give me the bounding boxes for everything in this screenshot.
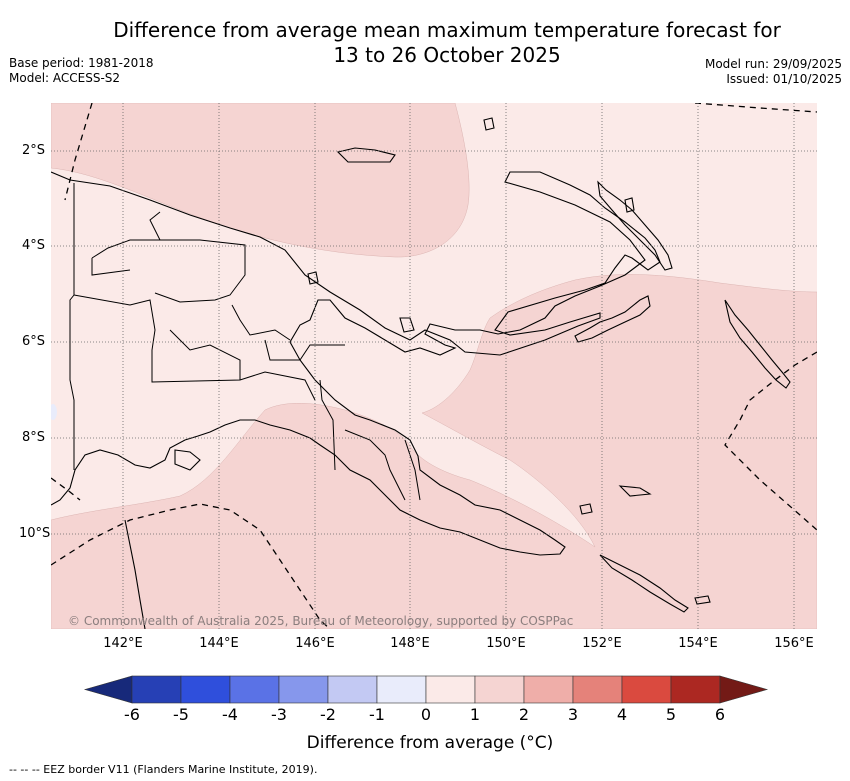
eez-borders xyxy=(51,103,817,629)
lon-tick: 142°E xyxy=(103,636,143,651)
province-border-10 xyxy=(404,439,421,501)
colorbar-tick: 4 xyxy=(616,705,628,724)
gulf-islands xyxy=(174,449,201,471)
new-ireland-coast xyxy=(597,180,673,271)
lon-tick: 156°E xyxy=(774,636,814,651)
lon-tick: 150°E xyxy=(486,636,526,651)
lat-tick: 6°S xyxy=(21,334,45,349)
colorbar-tick: -6 xyxy=(124,705,140,724)
province-border-7 xyxy=(264,339,345,361)
province-border-4 xyxy=(149,211,161,241)
colorbar-segment xyxy=(621,675,672,704)
small-island-4 xyxy=(624,197,635,213)
lat-tick: 4°S xyxy=(21,238,45,253)
lon-tick: 146°E xyxy=(295,636,335,651)
small-island-3 xyxy=(307,271,319,285)
lat-tick: 2°S xyxy=(21,143,45,158)
colorbar-arrow-high xyxy=(719,675,769,704)
province-border-5 xyxy=(91,258,131,276)
title-line-2: 13 to 26 October 2025 xyxy=(333,43,561,67)
lon-tick: 154°E xyxy=(678,636,718,651)
eez-footnote: -- -- -- EEZ border V11 (Flanders Marine… xyxy=(9,763,318,776)
colorbar-segment xyxy=(376,675,427,704)
eez-border-west xyxy=(51,477,81,501)
png-indonesia-border xyxy=(69,183,75,470)
gridlines xyxy=(51,103,817,629)
small-island-7 xyxy=(694,595,711,605)
lon-tick: 152°E xyxy=(582,636,622,651)
province-border-8 xyxy=(319,379,336,471)
colorbar-segment xyxy=(131,675,182,704)
lat-tick: 10°S xyxy=(19,526,51,541)
anomaly-region-minus xyxy=(51,404,57,420)
province-border-9 xyxy=(344,429,406,501)
colorbar-label: Difference from average (°C) xyxy=(306,733,554,753)
model-info: Base period: 1981-2018 Model: ACCESS-S2 xyxy=(9,56,154,86)
colorbar-segment xyxy=(474,675,525,704)
map-title: Difference from average mean maximum tem… xyxy=(60,18,834,68)
colorbar-tick: 6 xyxy=(714,705,726,724)
province-border-6 xyxy=(231,304,291,341)
colorbar-tick: -5 xyxy=(173,705,189,724)
colorbar-segment xyxy=(327,675,378,704)
bougainville-coast xyxy=(724,299,791,389)
province-border-3 xyxy=(169,329,241,380)
colorbar-tick: 0 xyxy=(420,705,432,724)
manus-island xyxy=(336,147,396,163)
lon-tick: 144°E xyxy=(199,636,239,651)
louisiade-islands xyxy=(599,554,689,613)
provincial-borders xyxy=(69,183,421,501)
colorbar-tick: 1 xyxy=(469,705,481,724)
colorbar-tick: -2 xyxy=(320,705,336,724)
eez-border-east xyxy=(724,351,817,531)
colorbar-tick: 5 xyxy=(665,705,677,724)
small-island-5 xyxy=(618,485,652,497)
eez-border-south xyxy=(51,503,331,629)
colorbar-tick: 3 xyxy=(567,705,579,724)
small-island-6 xyxy=(579,503,593,515)
model-name: Model: ACCESS-S2 xyxy=(9,71,121,85)
base-period: Base period: 1981-2018 xyxy=(9,56,154,70)
colorbar-segment xyxy=(180,675,231,704)
cape-york-coast xyxy=(124,519,146,629)
copyright-notice: © Commonwealth of Australia 2025, Bureau… xyxy=(68,614,574,628)
province-border-2 xyxy=(91,239,246,303)
eez-border-northeast xyxy=(694,103,817,113)
eez-border-north xyxy=(64,103,93,201)
small-island-1 xyxy=(483,117,495,131)
new-guinea-coast xyxy=(51,171,661,556)
lat-tick: 8°S xyxy=(21,430,45,445)
anomaly-region-1-2-south xyxy=(51,274,817,629)
lon-tick: 148°E xyxy=(390,636,430,651)
run-info: Model run: 29/09/2025 Issued: 01/10/2025 xyxy=(705,57,842,87)
colorbar-segment xyxy=(670,675,721,704)
colorbar-segment xyxy=(425,675,476,704)
coastlines xyxy=(51,117,791,629)
title-line-1: Difference from average mean maximum tem… xyxy=(113,18,781,42)
colorbar-tick: 2 xyxy=(518,705,530,724)
new-britain-coast xyxy=(574,295,651,343)
colorbar-segment xyxy=(572,675,623,704)
issued-date: Issued: 01/10/2025 xyxy=(726,72,842,86)
anomaly-region-1-2-north xyxy=(51,103,470,258)
colorbar-tick: -3 xyxy=(271,705,287,724)
province-border-1 xyxy=(73,294,316,401)
small-island-2 xyxy=(399,317,415,333)
colorbar-arrow-low xyxy=(83,675,133,704)
model-run-date: Model run: 29/09/2025 xyxy=(704,57,842,71)
colorbar-segment xyxy=(278,675,329,704)
colorbar-tick: -4 xyxy=(222,705,238,724)
colorbar-segment xyxy=(523,675,574,704)
colorbar-segment xyxy=(229,675,280,704)
colorbar-tick: -1 xyxy=(369,705,385,724)
